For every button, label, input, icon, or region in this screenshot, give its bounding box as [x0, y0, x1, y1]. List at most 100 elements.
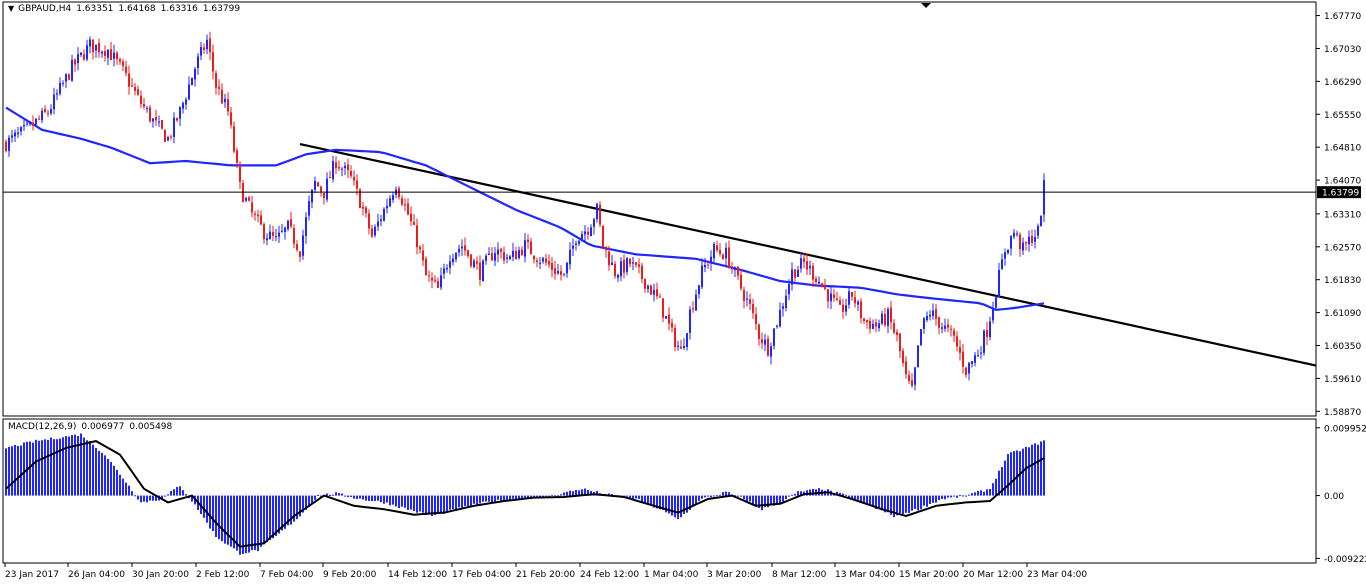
macd-histogram-bar: [809, 489, 811, 496]
macd-histogram-bar: [917, 495, 919, 511]
macd-histogram-bar: [893, 495, 895, 518]
macd-histogram-bar: [560, 494, 562, 496]
bear-candle-body: [899, 333, 901, 352]
bull-candle-body: [572, 245, 574, 249]
macd-histogram-bar: [992, 483, 994, 496]
bear-candle-body: [554, 268, 556, 274]
bull-candle-body: [341, 168, 343, 170]
macd-histogram-bar: [521, 495, 523, 499]
bear-candle-body: [230, 112, 232, 126]
bear-candle-body: [155, 116, 157, 121]
macd-histogram-bar: [665, 495, 667, 513]
bear-candle-body: [131, 85, 133, 87]
bull-candle-body: [80, 52, 82, 55]
bull-candle-body: [8, 137, 10, 151]
macd-histogram-bar: [908, 495, 910, 513]
bull-candle-body: [383, 208, 385, 221]
bear-candle-body: [602, 225, 604, 248]
bull-candle-body: [173, 117, 175, 137]
macd-histogram-bar: [587, 489, 589, 496]
bear-candle-body: [209, 38, 211, 53]
bear-candle-body: [824, 285, 826, 289]
bull-candle-body: [1016, 233, 1018, 235]
macd-histogram-bar: [929, 495, 931, 504]
bear-candle-body: [629, 259, 631, 265]
bull-candle-body: [275, 236, 277, 238]
macd-histogram-bar: [515, 495, 517, 500]
macd-histogram-bar: [350, 495, 352, 498]
macd-histogram-bar: [671, 495, 673, 516]
macd-histogram-bar: [53, 439, 55, 496]
bull-candle-body: [584, 231, 586, 235]
bear-candle-body: [500, 248, 502, 252]
bull-candle-body: [473, 260, 475, 268]
bear-candle-body: [68, 74, 70, 80]
bull-candle-body: [917, 345, 919, 367]
bull-candle-body: [626, 258, 628, 272]
macd-histogram-bar: [923, 495, 925, 506]
macd-histogram-bar: [395, 495, 397, 507]
bear-candle-body: [656, 289, 658, 297]
bear-candle-body: [410, 213, 412, 222]
macd-histogram-bar: [566, 491, 568, 496]
bear-candle-body: [728, 247, 730, 268]
ohlc-high: 1.64168: [118, 4, 156, 14]
macd-histogram-bar: [653, 495, 655, 508]
bear-candle-body: [233, 126, 235, 152]
macd-histogram-bar: [452, 495, 454, 510]
macd-histogram-bar: [668, 495, 670, 514]
bear-candle-body: [401, 198, 403, 205]
bear-candle-body: [671, 322, 673, 328]
macd-histogram-bar: [953, 495, 955, 497]
bull-candle-body: [377, 221, 379, 227]
bear-candle-body: [794, 269, 796, 278]
macd-histogram-bar: [527, 495, 529, 499]
macd-histogram-bar: [545, 495, 547, 497]
bear-candle-body: [47, 112, 49, 114]
macd-histogram-bar: [422, 495, 424, 513]
bear-candle-body: [911, 380, 913, 386]
bull-candle-body: [683, 345, 685, 349]
bear-candle-body: [116, 53, 118, 60]
bear-candle-body: [338, 166, 340, 169]
price-tick-label: 1.61090: [1324, 309, 1361, 319]
bear-candle-body: [890, 307, 892, 323]
bear-candle-body: [119, 59, 121, 62]
bear-candle-body: [875, 322, 877, 327]
macd-histogram-bar: [707, 495, 709, 497]
bear-candle-body: [527, 239, 529, 243]
bull-candle-body: [374, 226, 376, 236]
macd-histogram-bar: [572, 491, 574, 496]
macd-histogram-bar: [977, 490, 979, 496]
bear-candle-body: [368, 213, 370, 229]
macd-histogram-bar: [548, 495, 550, 497]
macd-histogram-bar: [212, 495, 214, 531]
bull-candle-body: [1022, 242, 1024, 251]
caption-triangle-icon[interactable]: ▼: [8, 4, 15, 13]
bear-candle-body: [491, 253, 493, 261]
trendline-layer: [299, 143, 1317, 367]
price-tick-label: 1.64810: [1324, 144, 1361, 154]
macd-histogram-bar: [524, 495, 526, 499]
macd-histogram-bar: [764, 495, 766, 508]
macd-histogram-bar: [149, 495, 151, 501]
bull-candle-body: [146, 108, 148, 110]
bear-candle-body: [986, 329, 988, 337]
macd-histogram-bar: [1034, 443, 1036, 496]
bear-candle-body: [221, 89, 223, 104]
bear-candle-body: [1019, 234, 1021, 250]
macd-histogram-bar: [506, 495, 508, 501]
bull-candle-body: [845, 305, 847, 312]
bull-candle-body: [101, 51, 103, 54]
bull-candle-body: [326, 178, 328, 200]
macd-histogram-bar: [779, 495, 781, 504]
macd-histogram-bar: [509, 495, 511, 501]
bull-candle-body: [713, 244, 715, 259]
ohlc-low: 1.63316: [160, 4, 198, 14]
bull-candle-body: [344, 165, 346, 169]
macd-histogram-bar: [818, 488, 820, 496]
bull-candle-body: [440, 275, 442, 288]
macd-histogram-bar: [578, 490, 580, 496]
